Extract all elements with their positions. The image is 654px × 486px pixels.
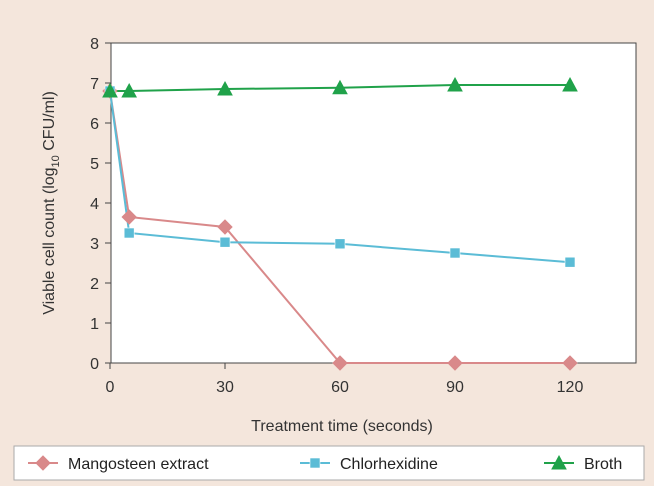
series-line-0 (109, 90, 570, 364)
x-tick-label-2: 60 (331, 379, 349, 396)
y-tick-label-7: 7 (90, 76, 99, 93)
series-layer (102, 76, 578, 371)
x-tick-label-0: 0 (106, 379, 115, 396)
x-tick-label-4: 120 (557, 379, 584, 396)
y-tick-label-4: 4 (90, 196, 99, 213)
series-0-point-1 (121, 209, 137, 225)
series-2-point-3 (332, 79, 348, 95)
series-2-point-5 (562, 76, 578, 92)
series-2-point-4 (447, 76, 463, 92)
y-tick-label-3: 3 (90, 236, 99, 253)
legend: Mangosteen extract Chlorhexidine Broth (28, 454, 622, 473)
series-0-point-4 (447, 355, 463, 371)
series-1-point-2 (219, 236, 231, 248)
series-1-point-4 (449, 247, 461, 259)
legend-marker-2 (551, 454, 567, 470)
series-1-point-3 (334, 238, 346, 250)
plot-area (110, 42, 637, 364)
series-line-1 (109, 90, 571, 264)
series-0-point-5 (562, 355, 578, 371)
series-1-point-5 (564, 256, 576, 268)
series-2-point-2 (217, 80, 233, 96)
y-axis-title-suffix: CFU/ml) (41, 91, 58, 155)
y-tick-label-0: 0 (90, 356, 99, 373)
series-1-point-1 (123, 227, 135, 239)
series-2-point-1 (121, 82, 138, 98)
y-axis-title-prefix: Viable cell count (log (41, 167, 58, 314)
y-tick-label-1: 1 (90, 316, 99, 333)
y-tick-label-2: 2 (90, 276, 99, 293)
legend-box (13, 445, 645, 481)
axes: 0 1 2 3 4 5 6 7 8 0 30 60 90 120 (90, 36, 583, 396)
y-tick-label-6: 6 (90, 116, 99, 133)
y-axis-title-subscript: 10 (50, 155, 62, 167)
x-tick-label-3: 90 (446, 379, 464, 396)
x-tick-label-1: 30 (216, 379, 234, 396)
y-axis-title: Viable cell count (log10 CFU/ml) (41, 91, 62, 315)
series-0-point-3 (332, 355, 348, 371)
legend-marker-1 (309, 457, 321, 469)
series-2-point-0 (102, 82, 118, 98)
series-0-point-2 (217, 219, 233, 235)
legend-label-0: Mangosteen extract (68, 456, 209, 473)
y-tick-label-5: 5 (90, 156, 99, 173)
legend-marker-0 (35, 455, 51, 471)
y-tick-label-8: 8 (90, 36, 99, 53)
legend-label-2: Broth (584, 456, 622, 473)
legend-label-1: Chlorhexidine (340, 456, 438, 473)
x-axis-title: Treatment time (seconds) (251, 418, 433, 435)
